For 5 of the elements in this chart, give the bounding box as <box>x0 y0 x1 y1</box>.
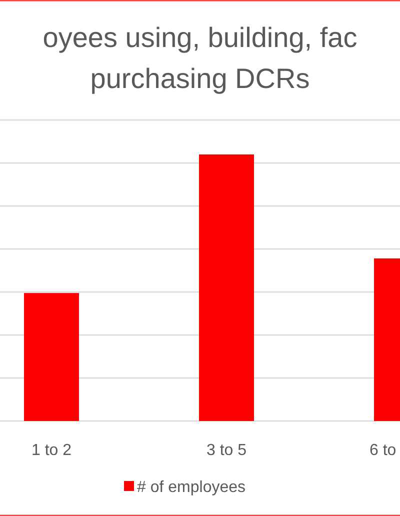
chart-title: oyees using, building, fac purchasing DCRs <box>42 22 358 94</box>
x-tick-label: 1 to 2 <box>31 442 72 459</box>
x-tick-label: 6 to <box>370 442 396 459</box>
legend-label: # of employees <box>137 479 246 496</box>
x-tick-label: 3 to 5 <box>206 442 247 459</box>
